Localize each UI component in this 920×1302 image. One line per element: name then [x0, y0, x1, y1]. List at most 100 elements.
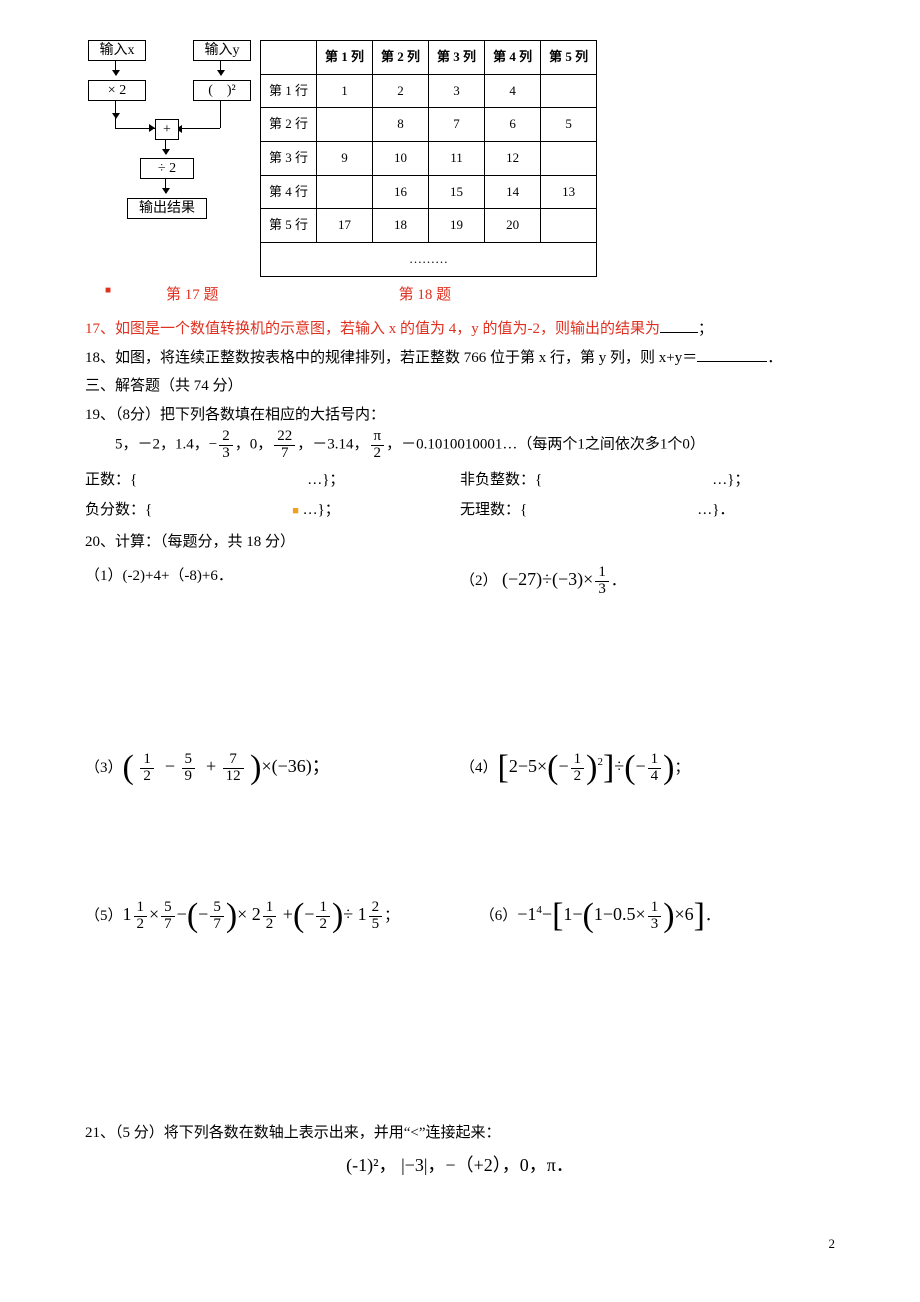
cell: 3	[429, 74, 485, 108]
question-17: 17、如图是一个数值转换机的示意图，若输入 x 的值为 4，y 的值为-2，则输…	[85, 315, 835, 344]
cell: 20	[485, 209, 541, 243]
rest: ，−（+2），0，π．	[427, 1155, 573, 1175]
row-header: 第 4 行	[261, 175, 317, 209]
mixed: 2	[252, 904, 261, 924]
fc-square: ( )²	[193, 80, 251, 101]
mixed: 1	[123, 904, 132, 924]
table-row: 第 2 行 8 7 6 5	[261, 108, 597, 142]
cell: 2	[373, 74, 429, 108]
rparen-icon: )	[663, 899, 674, 933]
frac: 23	[219, 429, 233, 462]
q19-sets-row2: 负分数：{■ …}； 无理数：{…}．	[85, 498, 835, 522]
table-row: 第 3 行 9 10 11 12	[261, 142, 597, 176]
question-19-head: 19、（8分）把下列各数填在相应的大括号内：	[85, 401, 835, 430]
table-header: 第 1 列	[317, 41, 373, 75]
fc-times2: × 2	[88, 80, 146, 101]
q19-sets-row1: 正数：{ …}； 非负整数：{…}；	[85, 468, 835, 492]
frac: 57	[161, 900, 175, 933]
rbracket-icon: ]	[694, 899, 705, 933]
q18-text: 18、如图，将连续正整数按表格中的规律排列，若正整数 766 位于第 x 行，第…	[85, 350, 697, 366]
workspace	[85, 939, 835, 1119]
cell: 17	[317, 209, 373, 243]
frac: 712	[223, 752, 244, 785]
workspace	[85, 791, 835, 891]
txt: ，－0.1010010001…（每两个1之间依次多1个0）	[386, 437, 705, 453]
frac: 14	[648, 752, 662, 785]
cell: 19	[429, 209, 485, 243]
abs: |−3|	[401, 1155, 427, 1175]
lead: （3）	[85, 760, 123, 776]
question-20-head: 20、计算：（每题分，共 18 分）	[85, 528, 835, 557]
frac: 59	[182, 752, 196, 785]
q20-row2: （3）( 12 − 59 + 712 )×(−36)； （4）[2−5×(−12…	[85, 749, 835, 785]
ellipsis-row: ………	[261, 243, 597, 277]
q19-negfrac: 负分数：{■ …}；	[85, 498, 460, 522]
cell: 11	[429, 142, 485, 176]
cell: 8	[373, 108, 429, 142]
lbracket-icon: [	[552, 899, 563, 933]
fc-input-x: 输入x	[88, 40, 146, 61]
tail: ；	[675, 760, 690, 776]
mid: ×(−36)；	[261, 756, 329, 776]
table-row: 第 1 列 第 2 列 第 3 列 第 4 列 第 5 列	[261, 41, 597, 75]
lead: （2）	[460, 573, 498, 589]
lparen-icon: (	[293, 899, 304, 933]
q19-nonneg: 非负整数：{…}；	[460, 468, 835, 492]
blank	[697, 361, 767, 362]
cell: 7	[429, 108, 485, 142]
label: 无理数：{	[460, 502, 527, 518]
arrow	[165, 140, 166, 154]
page-number: 2	[85, 1232, 835, 1257]
expr: (−27)÷(−3)×	[502, 569, 593, 589]
q20-row1: （1）(-2)+4+（-8)+6． （2） (−27)÷(−3)×13．	[85, 562, 835, 597]
q20-6: （6）−14−[1−(1−0.5×13)×6]．	[480, 897, 835, 933]
table-header: 第 4 列	[485, 41, 541, 75]
section-3-heading: 三、解答题（共 74 分）	[85, 372, 835, 401]
rparen-icon: )	[226, 899, 237, 933]
lbracket-icon: [	[498, 751, 509, 785]
rparen-icon: )	[250, 751, 261, 785]
frac: 12	[140, 752, 154, 785]
question-21-head: 21、（5 分）将下列各数在数轴上表示出来，并用“<”连接起来：	[85, 1119, 835, 1148]
arrow	[220, 61, 221, 75]
captions-row: ■ 第 17 题 第 18 题	[85, 281, 835, 310]
frac: 13	[595, 565, 609, 598]
cell: 14	[485, 175, 541, 209]
row-header: 第 5 行	[261, 209, 317, 243]
mixed: 1	[358, 904, 367, 924]
cell: 4	[485, 74, 541, 108]
frac: 13	[648, 900, 662, 933]
frac: 12	[571, 752, 585, 785]
cell: 12	[485, 142, 541, 176]
cell: 1	[317, 74, 373, 108]
lead: （4）	[460, 760, 498, 776]
fc-div2: ÷ 2	[140, 158, 194, 179]
label: 正数：{	[85, 472, 137, 488]
lparen-icon: (	[123, 751, 134, 785]
line	[115, 101, 116, 128]
end: …}；	[307, 472, 344, 488]
label: 负分数：{	[85, 502, 152, 518]
table-header: 第 2 列	[373, 41, 429, 75]
question-18: 18、如图，将连续正整数按表格中的规律排列，若正整数 766 位于第 x 行，第…	[85, 344, 835, 373]
caption-17: 第 17 题	[166, 281, 219, 310]
dot-icon: ■	[105, 281, 111, 310]
frac: 12	[316, 900, 330, 933]
q17-tail: ；	[698, 321, 713, 337]
table-header: 第 3 列	[429, 41, 485, 75]
frac: 12	[263, 900, 277, 933]
tail: ．	[611, 573, 626, 589]
q20-3: （3）( 12 − 59 + 712 )×(−36)；	[85, 749, 460, 785]
fc-plus: +	[155, 119, 179, 140]
lead: （5）	[85, 908, 123, 924]
cell	[541, 209, 597, 243]
rparen-icon: )	[663, 751, 674, 785]
cell	[317, 108, 373, 142]
cell: 10	[373, 142, 429, 176]
expr: (-1)²，	[346, 1155, 396, 1175]
cell	[541, 142, 597, 176]
arrow-left	[177, 128, 220, 129]
fc-input-y: 输入y	[193, 40, 251, 61]
lparen-icon: (	[187, 899, 198, 933]
tail: ．	[705, 908, 720, 924]
